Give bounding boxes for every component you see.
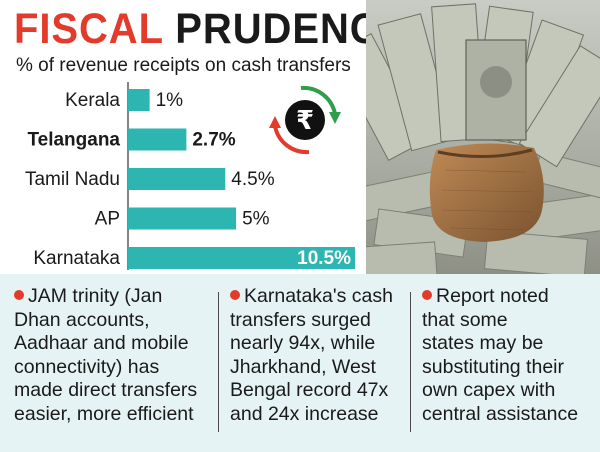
note-line: central assistance bbox=[422, 402, 579, 425]
red-bullet-icon bbox=[14, 290, 24, 300]
category-label: Karnataka bbox=[33, 248, 120, 269]
note-karnataka-surge: Karnataka's cash transfers surged nearly… bbox=[230, 285, 393, 426]
bar bbox=[128, 89, 150, 111]
note-line: that some bbox=[422, 308, 508, 331]
rupee-cycle-icon: ₹ bbox=[269, 85, 341, 155]
currency-bag-photo bbox=[366, 0, 600, 274]
note-capex-substitution: Report noted that some states may be sub… bbox=[422, 285, 578, 426]
note-line: easier, more efficient bbox=[14, 402, 194, 425]
value-label: 2.7% bbox=[192, 130, 235, 151]
note-line: Dhan accounts, bbox=[14, 308, 150, 331]
category-label: Kerala bbox=[65, 90, 120, 111]
note-line: Bengal record 47x bbox=[230, 379, 389, 401]
page-title: FISCAL PRUDENCE bbox=[14, 4, 407, 54]
note-line: and 24x increase bbox=[230, 402, 379, 425]
value-label: 5% bbox=[242, 209, 270, 230]
value-label: 4.5% bbox=[231, 169, 274, 190]
title-word-fiscal: FISCAL bbox=[14, 5, 164, 53]
category-label: Telangana bbox=[27, 130, 120, 151]
bar bbox=[128, 168, 226, 190]
bar-chart: Kerala 1% Telangana 2.7% Tamil Nadu 4.5% AP 5% K… bbox=[25, 82, 355, 270]
category-label: Tamil Nadu bbox=[25, 169, 120, 190]
bar bbox=[128, 128, 187, 151]
note-line: JAM trinity (Jan bbox=[28, 285, 163, 307]
category-label: AP bbox=[95, 209, 120, 230]
note-line: Karnataka's cash bbox=[244, 285, 393, 307]
note-divider bbox=[410, 292, 411, 432]
note-line: Jharkhand, West bbox=[230, 355, 376, 378]
note-line: Aadhaar and mobile bbox=[14, 332, 189, 354]
note-divider bbox=[218, 292, 219, 432]
note-line: made direct transfers bbox=[14, 379, 198, 401]
note-line: substituting their bbox=[422, 355, 564, 378]
note-line: transfers surged bbox=[230, 308, 371, 331]
red-bullet-icon bbox=[230, 290, 240, 300]
note-line: Report noted bbox=[436, 285, 549, 307]
note-line: connectivity) has bbox=[14, 355, 160, 378]
value-label: 10.5% bbox=[297, 248, 351, 269]
bar bbox=[128, 207, 237, 230]
chart-subtitle: % of revenue receipts on cash transfers bbox=[16, 55, 351, 76]
bar bbox=[128, 247, 355, 269]
red-bullet-icon bbox=[422, 290, 432, 300]
note-jam-trinity: JAM trinity (Jan Dhan accounts, Aadhaar … bbox=[14, 285, 197, 426]
value-label: 1% bbox=[156, 90, 184, 111]
note-line: nearly 94x, while bbox=[230, 332, 376, 354]
note-line: states may be bbox=[422, 332, 544, 354]
svg-text:₹: ₹ bbox=[296, 106, 314, 136]
notes-panel bbox=[0, 274, 600, 452]
note-line: own capex with bbox=[422, 379, 556, 401]
